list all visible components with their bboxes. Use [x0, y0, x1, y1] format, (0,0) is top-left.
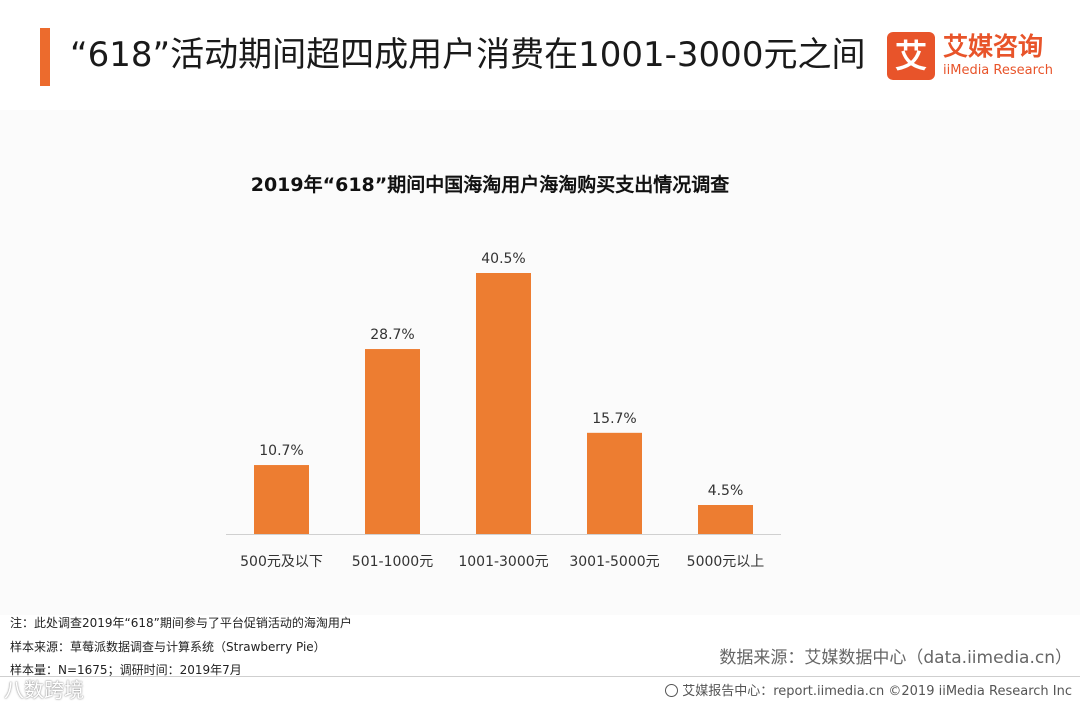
globe-icon [665, 684, 679, 697]
page-title: “618”活动期间超四成用户消费在1001-3000元之间 [70, 35, 866, 75]
footer-text: 艾媒报告中心：report.iimedia.cn ©2019 iiMedia R… [682, 684, 1072, 699]
note-sample-size: 样本量：N=1675；调研时间：2019年7月 [10, 663, 242, 677]
x-tick-label-1: 500元及以下 [240, 554, 323, 570]
x-tick-label-4: 3001-5000元 [569, 554, 659, 570]
bar-3 [476, 273, 531, 534]
footer: 艾媒报告中心：report.iimedia.cn ©2019 iiMedia R… [665, 680, 1072, 699]
iimedia-logo: 艾 艾媒咨询 iiMedia Research [887, 32, 1067, 82]
chart-title: 2019年“618”期间中国海淘用户海淘购买支出情况调查 [250, 174, 730, 196]
logo-name-cn: 艾媒咨询 [943, 32, 1044, 61]
bar-value-label-3: 40.5% [481, 251, 525, 267]
watermark: 八数跨境 [4, 678, 84, 702]
footer-divider [0, 676, 1080, 677]
chart-panel [0, 110, 1080, 615]
data-source: 数据来源：艾媒数据中心（data.iimedia.cn） [719, 648, 1072, 668]
bar-value-label-5: 4.5% [708, 483, 744, 499]
title-accent-bar [40, 28, 50, 86]
bar-2 [365, 349, 420, 534]
bar-5 [698, 505, 753, 534]
x-tick-label-3: 1001-3000元 [458, 554, 548, 570]
x-tick-label-2: 501-1000元 [352, 554, 433, 570]
bar-value-label-4: 15.7% [592, 411, 636, 427]
bar-value-label-1: 10.7% [259, 443, 303, 459]
note-survey-scope: 注：此处调查2019年“618”期间参与了平台促销活动的海淘用户 [10, 616, 352, 630]
note-sample-source: 样本来源：草莓派数据调查与计算系统（Strawberry Pie） [10, 640, 326, 654]
logo-name-en: iiMedia Research [943, 63, 1054, 78]
logo-mark-icon: 艾 [887, 32, 935, 80]
x-tick-label-5: 5000元以上 [687, 554, 765, 570]
bar-value-label-2: 28.7% [370, 327, 414, 343]
bar-4 [587, 432, 642, 534]
bar-1 [254, 465, 309, 534]
